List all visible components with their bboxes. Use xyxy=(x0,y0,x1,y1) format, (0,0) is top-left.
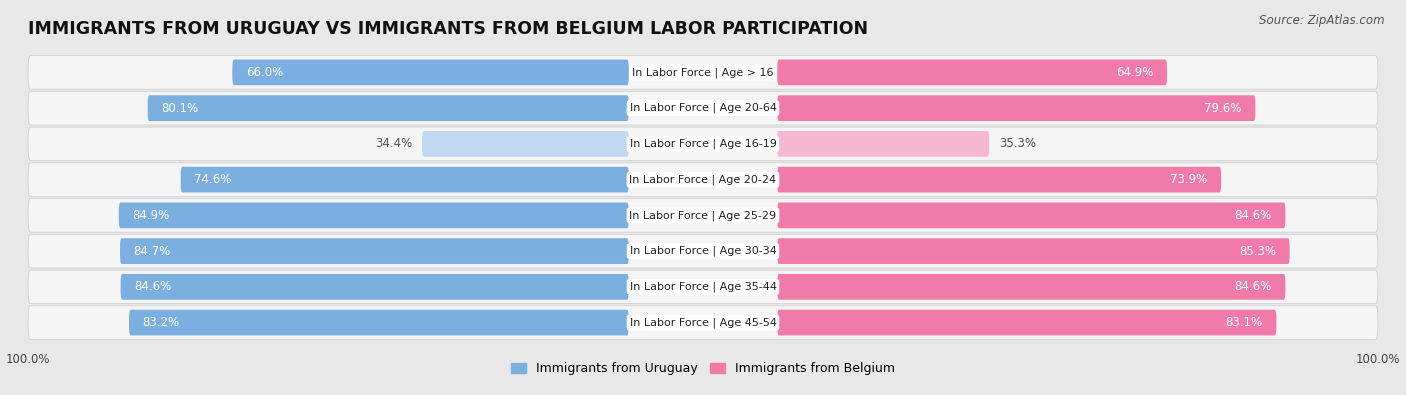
FancyBboxPatch shape xyxy=(121,274,628,300)
Text: In Labor Force | Age 20-64: In Labor Force | Age 20-64 xyxy=(630,103,776,113)
Text: In Labor Force | Age 16-19: In Labor Force | Age 16-19 xyxy=(630,139,776,149)
FancyBboxPatch shape xyxy=(28,199,1378,232)
Text: In Labor Force | Age > 16: In Labor Force | Age > 16 xyxy=(633,67,773,78)
Text: 84.6%: 84.6% xyxy=(1234,280,1272,293)
FancyBboxPatch shape xyxy=(422,131,628,157)
FancyBboxPatch shape xyxy=(120,238,628,264)
FancyBboxPatch shape xyxy=(778,310,1277,335)
FancyBboxPatch shape xyxy=(778,238,1289,264)
Text: 84.6%: 84.6% xyxy=(134,280,172,293)
Text: IMMIGRANTS FROM URUGUAY VS IMMIGRANTS FROM BELGIUM LABOR PARTICIPATION: IMMIGRANTS FROM URUGUAY VS IMMIGRANTS FR… xyxy=(28,19,869,38)
FancyBboxPatch shape xyxy=(28,163,1378,196)
FancyBboxPatch shape xyxy=(129,310,628,335)
Text: 66.0%: 66.0% xyxy=(246,66,283,79)
Text: In Labor Force | Age 25-29: In Labor Force | Age 25-29 xyxy=(630,210,776,221)
Text: 84.7%: 84.7% xyxy=(134,245,170,258)
Text: 84.6%: 84.6% xyxy=(1234,209,1272,222)
FancyBboxPatch shape xyxy=(28,306,1378,339)
FancyBboxPatch shape xyxy=(28,234,1378,268)
FancyBboxPatch shape xyxy=(28,56,1378,89)
Text: 35.3%: 35.3% xyxy=(1000,137,1036,150)
Text: 73.9%: 73.9% xyxy=(1170,173,1208,186)
Text: In Labor Force | Age 20-24: In Labor Force | Age 20-24 xyxy=(630,174,776,185)
Text: Source: ZipAtlas.com: Source: ZipAtlas.com xyxy=(1260,14,1385,27)
Text: 74.6%: 74.6% xyxy=(194,173,232,186)
Text: In Labor Force | Age 30-34: In Labor Force | Age 30-34 xyxy=(630,246,776,256)
FancyBboxPatch shape xyxy=(778,60,1167,85)
FancyBboxPatch shape xyxy=(778,274,1285,300)
FancyBboxPatch shape xyxy=(778,167,1222,192)
FancyBboxPatch shape xyxy=(120,203,628,228)
FancyBboxPatch shape xyxy=(148,95,628,121)
FancyBboxPatch shape xyxy=(778,203,1285,228)
Text: 79.6%: 79.6% xyxy=(1205,102,1241,115)
Text: 83.1%: 83.1% xyxy=(1226,316,1263,329)
FancyBboxPatch shape xyxy=(28,270,1378,304)
FancyBboxPatch shape xyxy=(778,95,1256,121)
Text: 64.9%: 64.9% xyxy=(1116,66,1153,79)
FancyBboxPatch shape xyxy=(778,131,990,157)
Text: 84.9%: 84.9% xyxy=(132,209,170,222)
Text: In Labor Force | Age 45-54: In Labor Force | Age 45-54 xyxy=(630,317,776,328)
FancyBboxPatch shape xyxy=(28,127,1378,161)
FancyBboxPatch shape xyxy=(181,167,628,192)
Text: 83.2%: 83.2% xyxy=(142,316,180,329)
FancyBboxPatch shape xyxy=(232,60,628,85)
Text: 80.1%: 80.1% xyxy=(162,102,198,115)
FancyBboxPatch shape xyxy=(28,91,1378,125)
Legend: Immigrants from Uruguay, Immigrants from Belgium: Immigrants from Uruguay, Immigrants from… xyxy=(506,357,900,380)
Text: 85.3%: 85.3% xyxy=(1239,245,1277,258)
Text: 34.4%: 34.4% xyxy=(375,137,412,150)
Text: In Labor Force | Age 35-44: In Labor Force | Age 35-44 xyxy=(630,282,776,292)
